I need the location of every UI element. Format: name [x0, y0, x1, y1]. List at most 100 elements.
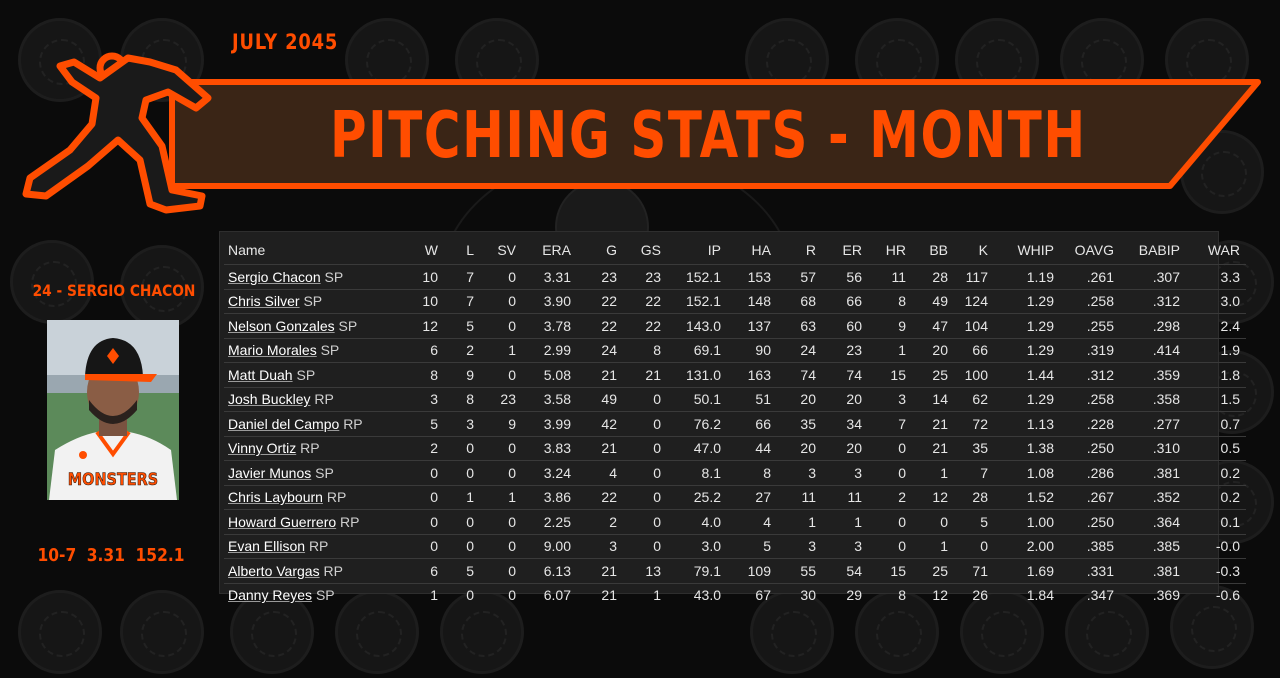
stat-cell-ha: 27 [727, 484, 777, 510]
stat-cell-w: 1 [408, 582, 444, 607]
column-header-oavg[interactable]: OAVG [1074, 242, 1114, 258]
player-name-link[interactable]: Sergio Chacon [228, 268, 321, 285]
column-header-era[interactable]: ERA [542, 242, 571, 258]
stat-cell-gs: 21 [623, 362, 667, 387]
stat-cell-l: 7 [444, 264, 480, 289]
stat-cell-er: 1 [822, 509, 868, 534]
column-header-k[interactable]: K [978, 242, 988, 258]
player-name-link[interactable]: Howard Guerrero [228, 513, 337, 530]
player-position: SP [320, 342, 340, 359]
player-position: RP [340, 513, 360, 530]
stat-cell-oavg: .286 [1060, 460, 1120, 485]
column-header-w[interactable]: W [424, 242, 438, 258]
table-body: Sergio Chacon SP 10 7 0 3.31 23 23 152.1 153 57 56… [224, 264, 1246, 607]
column-header-name[interactable]: Name [228, 242, 266, 258]
player-cell: Howard Guerrero RP [224, 509, 408, 534]
stat-cell-bb: 12 [912, 582, 954, 607]
player-name-link[interactable]: Evan Ellison [228, 538, 306, 555]
stat-cell-sv: 1 [480, 484, 522, 510]
player-name-link[interactable]: Nelson Gonzales [228, 317, 335, 334]
stat-cell-sv: 0 [480, 533, 522, 559]
player-name-link[interactable]: Vinny Ortiz [228, 440, 297, 457]
player-cell: Matt Duah SP [224, 362, 408, 387]
column-header-war[interactable]: WAR [1207, 242, 1240, 258]
stat-cell-era: 3.78 [522, 313, 577, 338]
table-row: Nelson Gonzales SP 12 5 0 3.78 22 22 143.0 137 63… [224, 313, 1246, 338]
stat-cell-bb: 47 [912, 313, 954, 338]
column-header-g[interactable]: G [606, 242, 617, 258]
stat-cell-hr: 8 [868, 288, 912, 314]
stat-cell-er: 34 [822, 411, 868, 436]
player-name-link[interactable]: Mario Morales [228, 342, 317, 359]
stat-cell-r: 68 [777, 288, 822, 314]
stat-cell-k: 100 [954, 362, 994, 387]
stat-cell-r: 74 [777, 362, 822, 387]
stat-cell-er: 54 [822, 558, 868, 583]
player-name-link[interactable]: Chris Laybourn [228, 489, 323, 506]
column-header-ip[interactable]: IP [707, 242, 721, 258]
stat-cell-bb: 21 [912, 411, 954, 436]
stat-cell-k: 28 [954, 484, 994, 510]
jersey-text: MONSTERS [67, 470, 159, 491]
stat-cell-ha: 67 [727, 582, 777, 607]
stat-cell-bb: 49 [912, 288, 954, 314]
stat-cell-k: 117 [954, 264, 994, 289]
column-header-er[interactable]: ER [842, 242, 862, 258]
stat-cell-g: 23 [577, 264, 623, 289]
stat-cell-ha: 153 [727, 264, 777, 289]
stat-cell-hr: 9 [868, 313, 912, 338]
table-row: Alberto Vargas RP 6 5 0 6.13 21 13 79.1 109 55 54 1… [224, 558, 1246, 583]
stat-cell-gs: 0 [623, 435, 667, 461]
player-cell: Chris Laybourn RP [224, 484, 408, 510]
column-header-sv[interactable]: SV [497, 242, 516, 258]
stats-table-panel: Name W L SV ERA G GS IP HA R ER HR BB K WHIP OAVG BABIP W… [219, 231, 1246, 607]
table-row: Howard Guerrero RP 0 0 0 2.25 2 0 4.0 4 1 1 0 0 5 1.00… [224, 509, 1246, 534]
table-row: Evan Ellison RP 0 0 0 9.00 3 0 3.0 5 3 3 0 1 0 2.00.38… [224, 533, 1246, 559]
stat-cell-oavg: .255 [1060, 313, 1120, 338]
stat-cell-g: 21 [577, 362, 623, 387]
stat-cell-ha: 109 [727, 558, 777, 583]
column-header-ha[interactable]: HA [751, 242, 771, 258]
player-name-link[interactable]: Matt Duah [228, 366, 293, 383]
table-row: Mario Morales SP 6 2 1 2.99 24 8 69.1 90 24 23 1 20 6… [224, 337, 1246, 363]
player-name-link[interactable]: Javier Munos [228, 464, 312, 481]
column-header-gs[interactable]: GS [640, 242, 661, 258]
stat-cell-r: 3 [777, 460, 822, 485]
table-row: Josh Buckley RP 3 8 23 3.58 49 0 50.1 51 20 20 3 14 6… [224, 386, 1246, 412]
player-portrait[interactable]: MONSTERS [47, 320, 179, 500]
column-header-whip[interactable]: WHIP [1017, 242, 1054, 258]
stat-cell-ip: 79.1 [667, 558, 727, 583]
pitching-stats-table: Name W L SV ERA G GS IP HA R ER HR BB K WHIP OAVG BABIP W… [224, 236, 1246, 607]
column-header-babip[interactable]: BABIP [1138, 242, 1180, 258]
column-header-bb[interactable]: BB [929, 242, 948, 258]
stat-cell-er: 23 [822, 337, 868, 363]
stat-cell-k: 35 [954, 435, 994, 461]
stat-cell-whip: 2.00 [994, 533, 1060, 559]
stat-cell-ha: 44 [727, 435, 777, 461]
player-name-link[interactable]: Chris Silver [228, 293, 300, 310]
stat-cell-oavg: .258 [1060, 386, 1120, 412]
stat-cell-r: 3 [777, 533, 822, 559]
stat-cell-sv: 0 [480, 460, 522, 485]
column-header-r[interactable]: R [805, 242, 816, 258]
stat-cell-gs: 0 [623, 386, 667, 412]
stat-cell-k: 124 [954, 288, 994, 314]
stat-cell-war: -0.3 [1186, 558, 1246, 583]
player-name-link[interactable]: Danny Reyes [228, 587, 313, 604]
column-header-hr[interactable]: HR [885, 242, 906, 258]
stat-cell-w: 0 [408, 484, 444, 510]
stat-cell-oavg: .319 [1060, 337, 1120, 363]
column-header-l[interactable]: L [466, 242, 474, 258]
stat-cell-whip: 1.29 [994, 313, 1060, 338]
stat-cell-ip: 152.1 [667, 264, 727, 289]
team-logo-icon [18, 18, 102, 102]
stat-cell-k: 26 [954, 582, 994, 607]
player-name-link[interactable]: Alberto Vargas [228, 562, 320, 579]
player-name-link[interactable]: Josh Buckley [228, 391, 311, 408]
player-cell: Josh Buckley RP [224, 386, 408, 412]
stat-cell-r: 35 [777, 411, 822, 436]
player-name-link[interactable]: Daniel del Campo [228, 415, 340, 432]
stat-cell-l: 0 [444, 533, 480, 559]
stat-cell-w: 10 [408, 288, 444, 314]
stat-cell-g: 22 [577, 288, 623, 314]
